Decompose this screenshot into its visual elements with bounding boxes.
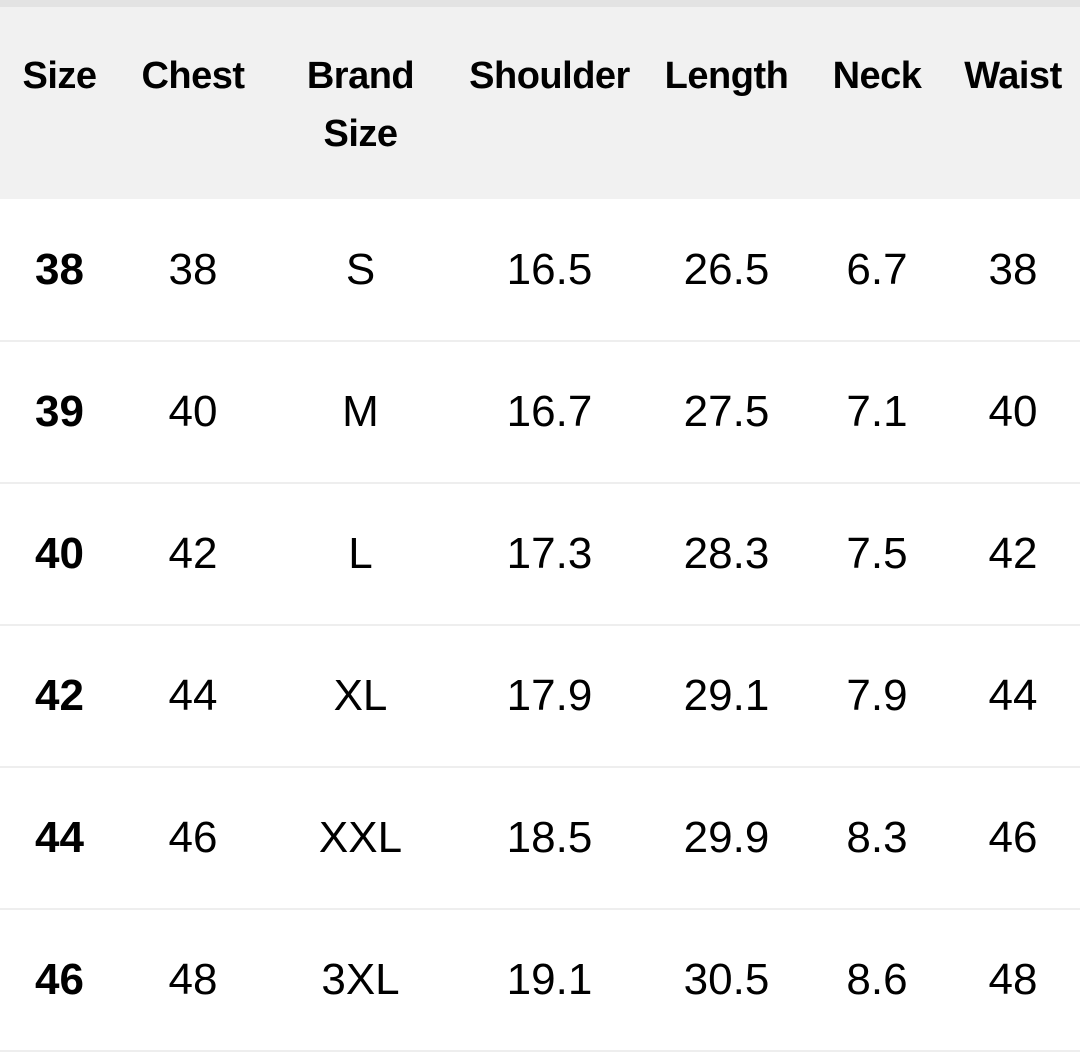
cell-chest: 44 <box>168 671 218 720</box>
cell-shoulder: 16.7 <box>506 387 593 436</box>
cell-length: 26.5 <box>683 244 770 294</box>
header-size: Size <box>22 55 97 97</box>
cell-neck: 7.5 <box>846 529 908 578</box>
cell-waist: 40 <box>988 387 1038 436</box>
cell-shoulder: 17.3 <box>506 529 593 578</box>
cell-brand-size: XXL <box>318 813 403 862</box>
cell-size: 38 <box>35 244 84 294</box>
cell-brand-size: M <box>342 387 379 436</box>
cell-size: 40 <box>35 529 84 578</box>
cell-brand-size: S <box>345 244 376 294</box>
cell-brand-size: L <box>348 529 373 578</box>
cell-waist: 42 <box>988 529 1038 578</box>
cell-neck: 8.6 <box>846 955 908 1004</box>
cell-chest: 40 <box>168 387 218 436</box>
cell-waist: 48 <box>988 955 1038 1004</box>
cell-length: 30.5 <box>683 955 770 1004</box>
cell-waist: 38 <box>988 244 1038 294</box>
table-row: 44 46 XXL 18.5 29.9 8.3 46 <box>0 767 1080 909</box>
cell-chest: 42 <box>168 529 218 578</box>
top-bar <box>0 0 1080 7</box>
cell-brand-size: 3XL <box>321 955 400 1004</box>
cell-shoulder: 19.1 <box>506 955 593 1004</box>
cell-length: 29.1 <box>683 671 770 720</box>
cell-brand-size: XL <box>333 671 388 720</box>
cell-waist: 46 <box>988 813 1038 862</box>
cell-neck: 7.1 <box>846 387 908 436</box>
table-row: 42 44 XL 17.9 29.1 7.9 44 <box>0 625 1080 767</box>
cell-length: 27.5 <box>683 387 770 436</box>
header-neck: Neck <box>832 55 922 97</box>
cell-shoulder: 16.5 <box>506 244 593 294</box>
cell-chest: 46 <box>168 813 218 862</box>
cell-shoulder: 17.9 <box>506 671 593 720</box>
cell-size: 46 <box>35 955 84 1004</box>
cell-shoulder: 18.5 <box>506 813 593 862</box>
cell-chest: 38 <box>168 244 218 294</box>
header-row: Size Chest Brand Size Shoulder Length Ne… <box>0 7 1080 199</box>
header-length: Length <box>664 55 789 97</box>
table-row: 38 38 S 16.5 26.5 6.7 38 <box>0 199 1080 341</box>
size-chart-table: Size Chest Brand Size Shoulder Length Ne… <box>0 7 1080 1052</box>
table-row: 39 40 M 16.7 27.5 7.1 40 <box>0 341 1080 483</box>
cell-length: 28.3 <box>683 529 770 578</box>
cell-neck: 6.7 <box>846 244 908 294</box>
header-brand-size: Brand Size <box>306 55 415 155</box>
cell-neck: 8.3 <box>846 813 908 862</box>
cell-neck: 7.9 <box>846 671 908 720</box>
table-row: 46 48 3XL 19.1 30.5 8.6 48 <box>0 909 1080 1051</box>
cell-size: 42 <box>35 671 84 720</box>
header-shoulder: Shoulder <box>469 55 630 97</box>
cell-size: 39 <box>35 387 84 436</box>
header-chest: Chest <box>141 55 245 97</box>
cell-size: 44 <box>35 813 84 862</box>
cell-length: 29.9 <box>683 813 770 862</box>
table-row: 40 42 L 17.3 28.3 7.5 42 <box>0 483 1080 625</box>
header-waist: Waist <box>964 55 1062 97</box>
cell-chest: 48 <box>168 955 218 1004</box>
cell-waist: 44 <box>988 671 1038 720</box>
